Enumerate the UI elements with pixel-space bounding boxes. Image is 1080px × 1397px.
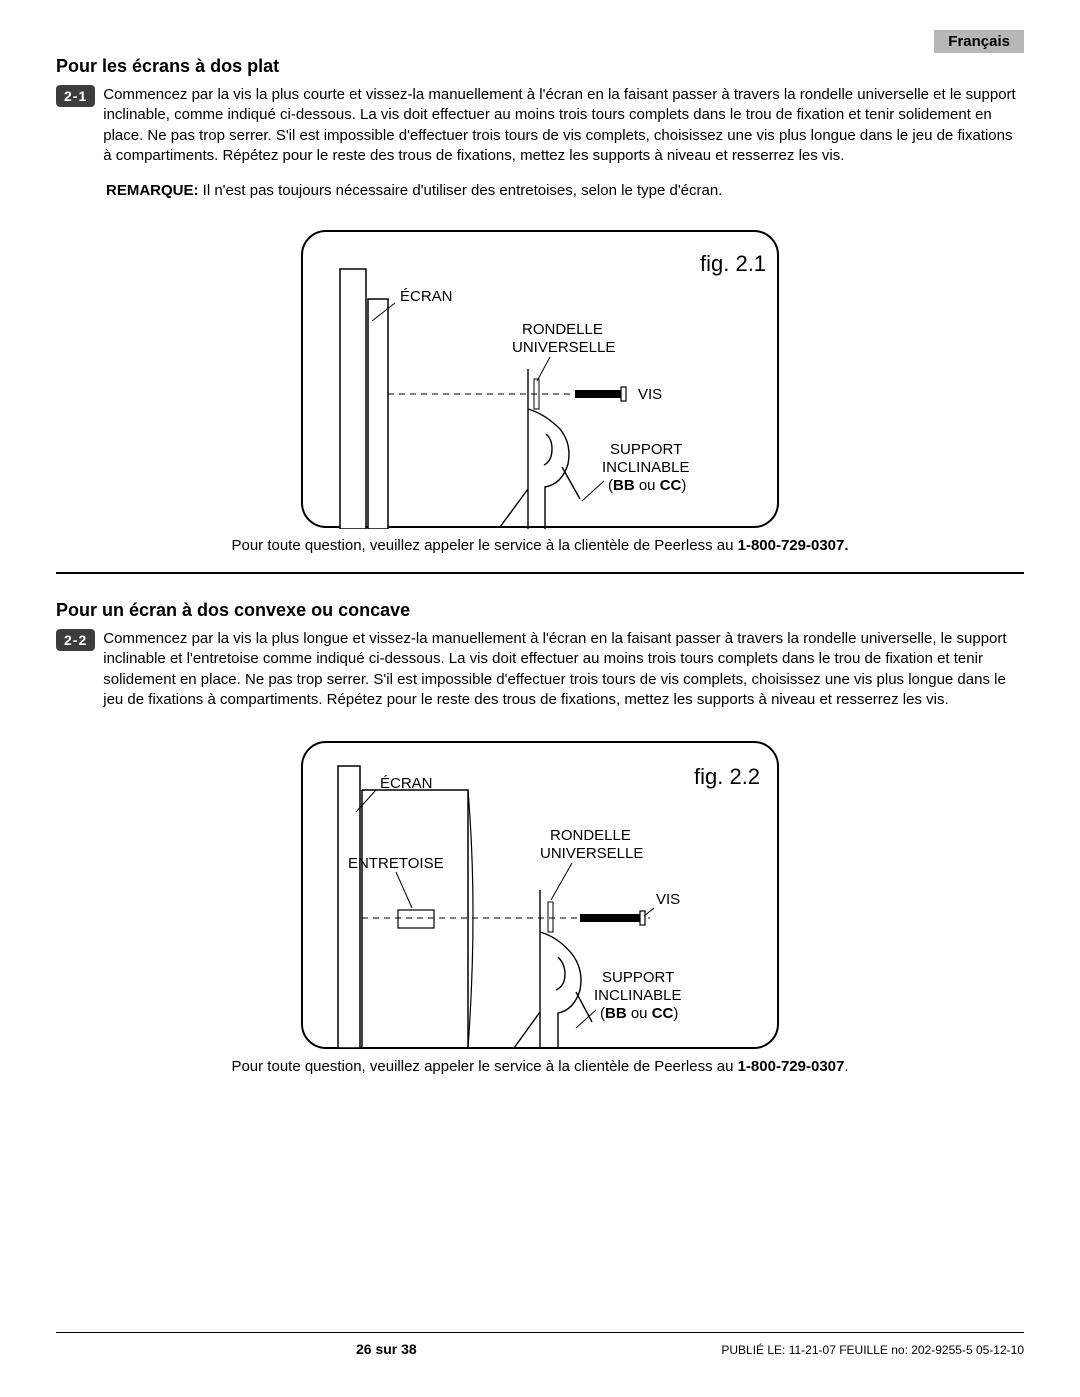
fig22-s3d: CC bbox=[652, 1005, 674, 1022]
fig21-rondelle1: RONDELLE bbox=[522, 321, 603, 338]
section2-title: Pour un écran à dos convexe ou concave bbox=[56, 600, 1024, 621]
language-tag: Français bbox=[934, 30, 1024, 53]
remarque-label: REMARQUE: bbox=[106, 182, 199, 199]
remarque-text: Il n'est pas toujours nécessaire d'utili… bbox=[203, 182, 723, 199]
figure-2-1: ﬁg. 2.1 ÉCRAN RONDELLE UNIVERSELLE VIS S… bbox=[56, 229, 1024, 529]
fig22-rondelle2: UNIVERSELLE bbox=[540, 845, 643, 862]
footer-pub: PUBLIÉ LE: 11-21-07 FEUILLE no: 202-9255… bbox=[721, 1343, 1024, 1357]
fig22-support1: SUPPORT bbox=[602, 969, 674, 986]
fig-2-1-label: ﬁg. 2.1 bbox=[700, 251, 766, 276]
figure-2-2: ﬁg. 2.2 ÉCRAN ENTRETOISE RONDELLE UNIVER… bbox=[56, 740, 1024, 1050]
caption1-prefix: Pour toute question, veuillez appeler le… bbox=[231, 537, 737, 554]
fig22-support2: INCLINABLE bbox=[594, 987, 682, 1004]
step-2-2-badge: 2-2 bbox=[56, 629, 95, 651]
fig-2-2-label: ﬁg. 2.2 bbox=[694, 764, 760, 789]
footer-page: 26 sur 38 bbox=[356, 1341, 417, 1357]
fig22-s3c: ou bbox=[627, 1005, 652, 1022]
fig22-entretoise: ENTRETOISE bbox=[348, 855, 444, 872]
caption2-suffix: . bbox=[844, 1058, 848, 1075]
divider bbox=[56, 572, 1024, 574]
fig22-rondelle1: RONDELLE bbox=[550, 827, 631, 844]
caption-1: Pour toute question, veuillez appeler le… bbox=[56, 537, 1024, 554]
fig21-s3d: CC bbox=[660, 477, 682, 494]
fig21-ecran: ÉCRAN bbox=[400, 288, 453, 305]
step-2-1-badge: 2-1 bbox=[56, 85, 95, 107]
footer-rule bbox=[56, 1332, 1024, 1333]
caption2-phone: 1-800-729-0307 bbox=[738, 1058, 845, 1075]
fig21-vis: VIS bbox=[638, 386, 662, 403]
fig22-s3e: ) bbox=[673, 1005, 678, 1022]
fig21-s3e: ) bbox=[681, 477, 686, 494]
step-2-2: 2-2 Commencez par la vis la plus longue … bbox=[56, 629, 1024, 710]
step-2-1-text: Commencez par la vis la plus courte et v… bbox=[103, 85, 1024, 166]
fig22-s3b: BB bbox=[605, 1005, 627, 1022]
fig21-rondelle2: UNIVERSELLE bbox=[512, 339, 615, 356]
fig21-s3b: BB bbox=[613, 477, 635, 494]
step-2-1: 2-1 Commencez par la vis la plus courte … bbox=[56, 85, 1024, 166]
caption-2: Pour toute question, veuillez appeler le… bbox=[56, 1058, 1024, 1075]
remarque: REMARQUE: Il n'est pas toujours nécessai… bbox=[106, 182, 1024, 199]
fig21-s3c: ou bbox=[635, 477, 660, 494]
caption1-phone: 1-800-729-0307. bbox=[738, 537, 849, 554]
page-footer: 26 sur 38 PUBLIÉ LE: 11-21-07 FEUILLE no… bbox=[56, 1332, 1024, 1357]
fig21-support1: SUPPORT bbox=[610, 441, 682, 458]
fig21-support2: INCLINABLE bbox=[602, 459, 690, 476]
caption2-prefix: Pour toute question, veuillez appeler le… bbox=[231, 1058, 737, 1075]
svg-text:(BB ou CC): (BB ou CC) bbox=[600, 1005, 678, 1022]
step-2-2-text: Commencez par la vis la plus longue et v… bbox=[103, 629, 1024, 710]
svg-text:(BB ou CC): (BB ou CC) bbox=[608, 477, 686, 494]
section1-title: Pour les écrans à dos plat bbox=[56, 56, 1024, 77]
fig22-vis: VIS bbox=[656, 891, 680, 908]
fig22-ecran: ÉCRAN bbox=[380, 775, 433, 792]
